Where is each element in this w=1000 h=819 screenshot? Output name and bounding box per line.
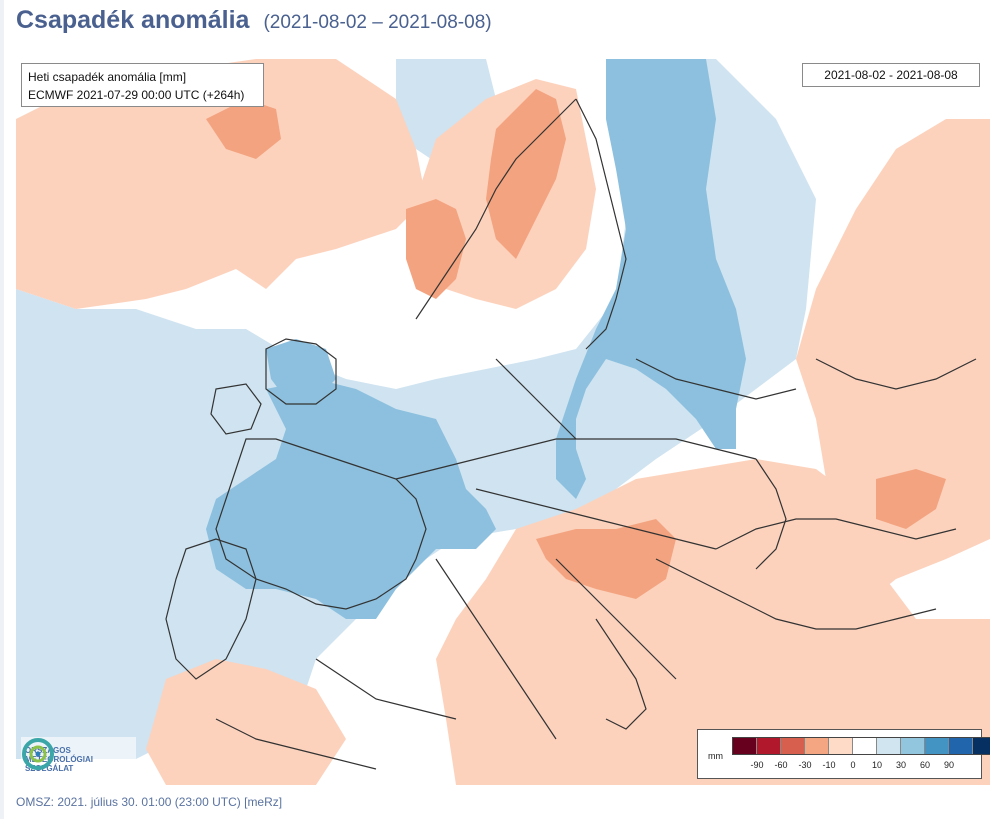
footer-credit: OMSZ: 2021. július 30. 01:00 (23:00 UTC)… [16,795,283,809]
legend-swatch [805,738,829,754]
legend-swatch [973,738,990,754]
dry-medium-norway [406,199,466,299]
legend-swatch [853,738,877,754]
logo-line-1: ORSZÁGOS [25,745,71,755]
map-canvas [16,59,990,785]
legend-tick-label: -10 [822,760,836,770]
map-date-range: 2021-08-02 - 2021-08-08 [802,63,980,87]
legend-tick-label: 60 [919,760,931,770]
page-header: Csapadék anomália (2021-08-02 – 2021-08-… [16,6,492,40]
legend-tick-label: 10 [871,760,883,770]
anomaly-map: Heti csapadék anomália [mm] ECMWF 2021-0… [16,59,990,785]
legend-tick-label: 90 [943,760,955,770]
logo-line-3: SZOLGÁLAT [25,763,74,773]
period-subtitle: (2021-08-02 – 2021-08-08) [263,12,492,33]
dry-medium-balkans [536,519,676,599]
dry-medium-black-sea [876,469,946,529]
country-border-lines [165,98,977,770]
legend-swatch [877,738,901,754]
legend-swatch [829,738,853,754]
legend-tick-label: -60 [774,760,788,770]
legend-tick-label: 0 [850,760,856,770]
legend-tick-label: -30 [798,760,812,770]
logo-line-2: METEOROLÓGIAI [25,754,93,764]
legend-swatch [901,738,925,754]
legend-color-bar [732,737,990,755]
left-accent-rule [0,0,4,819]
info-model-run: ECMWF 2021-07-29 00:00 UTC (+264h) [28,88,245,102]
legend-unit: mm [708,751,723,761]
legend-tick-label: -90 [750,760,764,770]
legend-swatch [757,738,781,754]
dry-medium-sweden [486,89,566,259]
wet-medium-britain [266,339,336,399]
wet-medium-western-europe [206,379,496,619]
info-title: Heti csapadék anomália [mm] [28,70,187,84]
logo-text: ORSZÁGOS METEOROLÓGIAI SZOLGÁLAT [25,746,93,773]
omsz-logo: ORSZÁGOS METEOROLÓGIAI SZOLGÁLAT [21,737,136,781]
legend-swatch [781,738,805,754]
color-legend: mm -90 -60 -30 -10 0 10 30 60 90 [697,729,990,779]
dry-medium-north-atlantic [206,99,281,159]
omsz-logo-icon [22,738,54,770]
legend-swatch [949,738,973,754]
legend-tick-label: 30 [895,760,907,770]
page-title: Csapadék anomália [16,6,250,34]
wet-light-atlantic [16,59,816,759]
legend-swatch [733,738,757,754]
legend-swatch [925,738,949,754]
map-info-box: Heti csapadék anomália [mm] ECMWF 2021-0… [21,63,264,107]
dry-light-north-atlantic [16,59,426,309]
dry-light-iberia-south [146,659,346,785]
wet-medium-finland-russia [556,59,746,499]
